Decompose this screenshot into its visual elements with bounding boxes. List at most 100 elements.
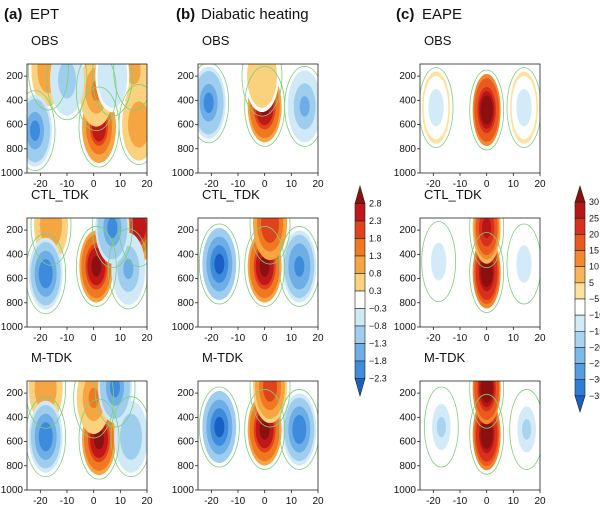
- contour-level: [110, 381, 120, 398]
- colorbar-swatch: [354, 325, 366, 344]
- contour-level: [482, 99, 492, 121]
- x-tick-label: -10: [453, 333, 468, 344]
- y-tick-label: 600: [399, 274, 416, 285]
- anomaly-blob: [282, 230, 317, 303]
- anomaly-blob: [28, 400, 63, 473]
- x-tick-label: -10: [231, 496, 246, 507]
- colorbar-label: 30: [589, 197, 599, 207]
- panel-c-OBS: OBS -20 -10 0 10 20 200 400 600 800 1000: [394, 33, 546, 190]
- y-tick-label: 800: [177, 298, 194, 309]
- colorbar-swatch: [354, 255, 366, 274]
- y-tick-label: 200: [6, 71, 23, 82]
- col-c-letter: (c): [396, 6, 414, 23]
- panel-b-M-TDK: M-TDK -20 -10 0 10 20 200 400 600 800 1000: [172, 350, 324, 507]
- zero-line: [198, 386, 240, 468]
- colorbar-label: −0.3: [369, 304, 387, 314]
- y-tick-label: 400: [6, 95, 23, 106]
- col-title-c: (c) EAPE: [396, 6, 462, 23]
- col-a-name: EPT: [30, 6, 59, 23]
- y-tick-label: 200: [6, 225, 23, 236]
- panel-frame: [419, 380, 541, 491]
- anomaly-blob: [287, 70, 318, 143]
- y-tick-label: 200: [399, 71, 416, 82]
- x-tick-label: -10: [60, 179, 75, 190]
- y-tick-label: 600: [6, 274, 23, 285]
- anomaly-blob: [253, 381, 287, 424]
- y-tick-label: 800: [6, 461, 23, 472]
- colorbar-bottom-arrow: [574, 395, 586, 414]
- y-tick-label: 200: [6, 388, 23, 399]
- panel-frame: [26, 217, 148, 328]
- colorbar-swatch: [354, 290, 366, 309]
- panel-c-CTL_TDK: CTL_TDK -20 -10 0 10 20 200 400 600 800 1000: [394, 187, 546, 344]
- zero-contours: [420, 67, 540, 151]
- y-tick-label: 400: [177, 249, 194, 260]
- panel-a-M-TDK: M-TDK -20 -10 0 10 20 200 400 600 800 1000: [1, 350, 153, 507]
- y-tick-label: 400: [6, 412, 23, 423]
- panel-c-M-TDK: M-TDK -20 -10 0 10 20 200 400 600 800 1000: [394, 350, 546, 507]
- contour-level: [257, 65, 267, 87]
- y-tick-label: 1000: [172, 322, 195, 333]
- contour-level: [40, 426, 51, 447]
- panel-title: OBS: [31, 33, 59, 48]
- y-tick-label: 1000: [394, 322, 417, 333]
- panel-title: CTL_TDK: [424, 187, 482, 202]
- anomaly-blob: [202, 391, 237, 464]
- x-tick-label: -10: [231, 333, 246, 344]
- x-tick-label: -20: [204, 333, 219, 344]
- x-tick-label: 0: [91, 333, 97, 344]
- y-tick-label: 1000: [1, 168, 24, 179]
- zero-line: [278, 226, 318, 307]
- anomaly-blob: [198, 66, 226, 139]
- colorbar-label: 1.3: [369, 251, 382, 261]
- anomaly-blob: [472, 236, 501, 309]
- contour-level: [107, 65, 118, 87]
- y-tick-label: 400: [399, 95, 416, 106]
- zero-line: [506, 67, 540, 148]
- contour-field: [420, 381, 540, 490]
- zero-line: [118, 84, 147, 165]
- column-titles: (a) EPT (b) Diabatic heating (c) EAPE: [4, 6, 462, 23]
- x-tick-label: 10: [115, 496, 127, 507]
- panel-frame: [197, 63, 319, 174]
- colorbar-label: −15: [589, 326, 600, 336]
- x-tick-label: -20: [33, 496, 48, 507]
- x-tick-label: -10: [60, 496, 75, 507]
- y-tick-label: 800: [399, 461, 416, 472]
- colorbar-label: −30: [589, 375, 600, 385]
- x-tick-label: 0: [262, 179, 268, 190]
- y-tick-label: 1000: [394, 168, 417, 179]
- anomaly-blob: [512, 393, 540, 466]
- colorbar-swatch: [574, 266, 586, 284]
- zero-line: [469, 393, 505, 475]
- colorbar-label: 1.8: [369, 234, 382, 244]
- zero-line: [506, 223, 540, 305]
- anomaly-blob: [472, 381, 501, 425]
- x-tick-label: 0: [262, 496, 268, 507]
- anomaly-blob: [28, 237, 63, 310]
- contour-level: [94, 428, 104, 450]
- contour-field: [198, 218, 318, 327]
- zero-contours: [198, 64, 318, 147]
- contour-level: [107, 218, 118, 238]
- y-tick-label: 600: [177, 120, 194, 131]
- zero-line: [469, 69, 505, 151]
- contour-field: [420, 64, 540, 173]
- x-tick-label: -20: [204, 179, 219, 190]
- zero-contours: [27, 64, 147, 171]
- zero-line: [198, 64, 230, 144]
- y-tick-label: 1000: [394, 485, 417, 496]
- x-tick-label: -20: [426, 179, 441, 190]
- zero-line: [46, 64, 88, 121]
- zero-line: [244, 389, 286, 470]
- x-tick-label: -10: [453, 496, 468, 507]
- x-tick-label: 20: [312, 333, 324, 344]
- y-tick-label: 400: [399, 249, 416, 260]
- zero-line: [75, 226, 117, 307]
- contour-level: [91, 256, 102, 277]
- anomaly-blob: [472, 74, 501, 147]
- contour-level: [265, 381, 275, 398]
- x-tick-label: -10: [231, 179, 246, 190]
- contour-level: [214, 253, 225, 275]
- anomaly-blob: [245, 64, 279, 113]
